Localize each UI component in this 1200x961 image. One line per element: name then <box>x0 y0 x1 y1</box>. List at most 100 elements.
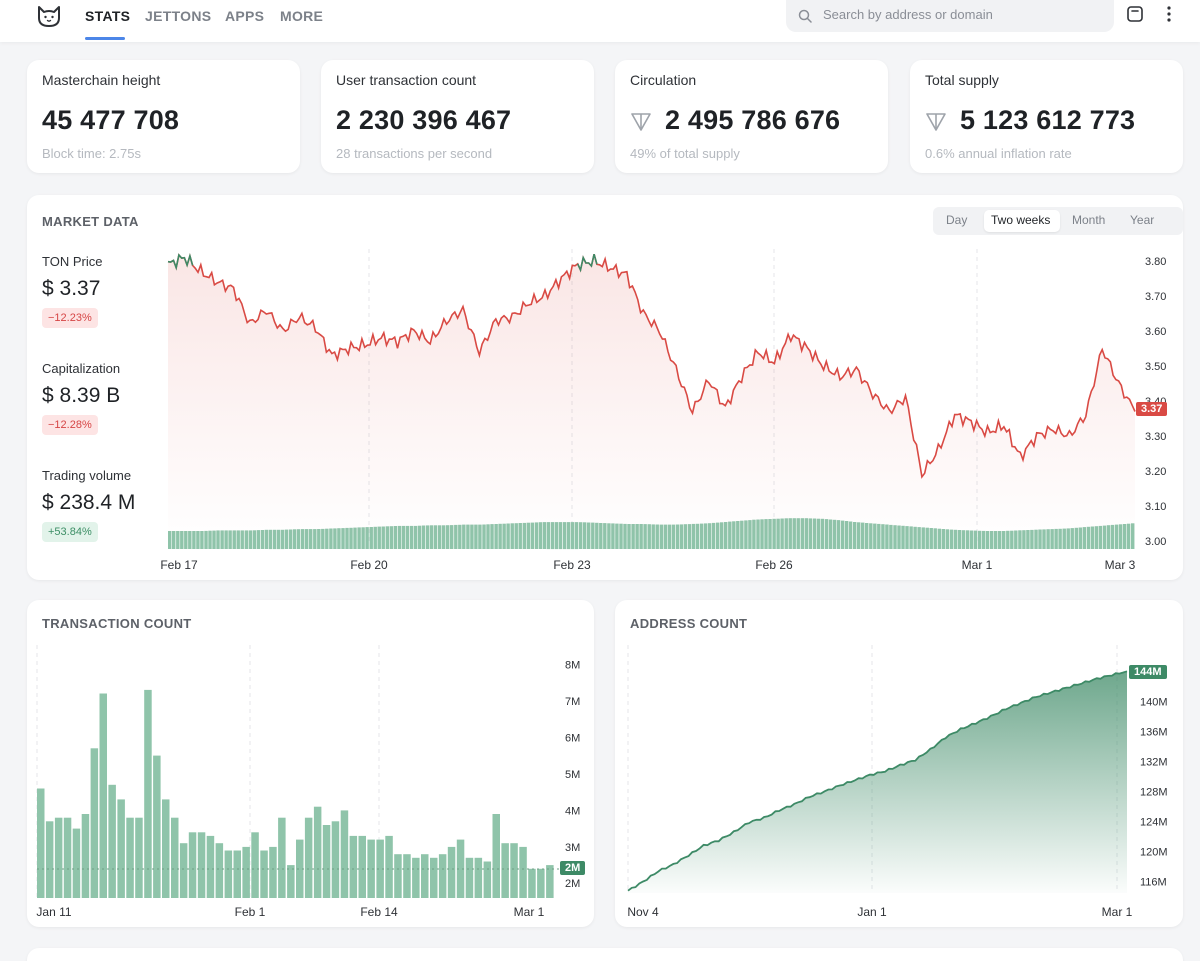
section-title: TRANSACTION COUNT <box>42 616 192 631</box>
y-tick-label: 116M <box>1140 877 1167 889</box>
transaction-bar <box>117 799 125 898</box>
transaction-bar <box>447 846 456 898</box>
y-tick-label: 3.00 <box>1145 536 1166 548</box>
transaction-bar <box>465 857 474 898</box>
transaction-count-card: TRANSACTION COUNT Jan 11 Feb 1 Feb 14 Mar 1… <box>27 600 594 927</box>
x-tick-label: Feb 20 <box>350 558 388 572</box>
address-count-chart[interactable]: Nov 4 Jan 1 Mar 1 140M 136M 132M 128M 124M 120M 1… <box>615 600 1183 927</box>
transaction-bar <box>188 832 197 898</box>
theme-toggle-icon[interactable] <box>1126 5 1144 23</box>
y-tick-label: 140M <box>1140 696 1168 708</box>
transaction-bar <box>546 865 554 898</box>
tab-two-weeks[interactable]: Two weeks <box>991 213 1051 227</box>
transaction-bar <box>501 843 509 898</box>
active-nav-indicator <box>85 37 125 40</box>
transaction-bar <box>260 850 268 898</box>
transaction-bar <box>233 850 241 898</box>
search-placeholder: Search by address or domain <box>823 7 993 22</box>
stat-sub: 28 transactions per second <box>336 146 493 161</box>
y-tick-label: 4M <box>565 805 580 817</box>
stat-card-masterchain-height: Masterchain height 45 477 708 Block time… <box>27 60 300 173</box>
stat-label: User transaction count <box>336 72 477 88</box>
market-data-card: MARKET DATA Day Two weeks Month Year TON… <box>27 195 1183 580</box>
stat-value: 2 495 786 676 <box>665 105 841 135</box>
transaction-bar <box>394 854 402 898</box>
nav-jettons[interactable]: JETTONS <box>145 8 212 24</box>
nav-more[interactable]: MORE <box>280 8 324 24</box>
transaction-bar <box>37 788 45 898</box>
transaction-bar <box>519 846 527 898</box>
transaction-bar <box>206 835 215 898</box>
price-chart[interactable]: Feb 17 Feb 20 Feb 23 Feb 26 Mar 1 Mar 3 3.80 3.… <box>27 195 1183 580</box>
nav-apps[interactable]: APPS <box>225 8 265 24</box>
transaction-bar <box>349 835 358 898</box>
active-tab-background <box>984 210 1060 232</box>
address-area <box>628 671 1127 893</box>
price-area <box>168 254 1135 545</box>
y-tick-label: 3.20 <box>1145 466 1166 478</box>
address-count-card: ADDRESS COUNT Nov 4 Jan 1 Mar 1 140M 136M 132… <box>615 600 1183 927</box>
transaction-bar <box>331 821 340 898</box>
trading-volume-value: $ 238.4 M <box>42 491 136 514</box>
tab-day[interactable]: Day <box>946 213 968 227</box>
y-tick-label: 3.70 <box>1145 291 1166 303</box>
capitalization-label: Capitalization <box>42 361 121 376</box>
x-tick-label: Feb 17 <box>160 558 198 572</box>
transaction-bar <box>367 839 375 898</box>
stat-card-circulation: Circulation 2 495 786 676 49% of total s… <box>615 60 888 173</box>
y-tick-label: 3.30 <box>1145 431 1166 443</box>
tab-year[interactable]: Year <box>1130 213 1155 227</box>
transaction-bar <box>492 814 500 898</box>
transaction-bar <box>385 835 393 898</box>
tab-month[interactable]: Month <box>1072 213 1106 227</box>
x-tick-label: Feb 14 <box>360 905 398 919</box>
transaction-bar <box>179 843 188 898</box>
price-line-up <box>167 253 194 271</box>
stat-sub: Block time: 2.75s <box>42 146 141 161</box>
ton-icon <box>926 113 946 131</box>
transaction-bar <box>153 755 161 898</box>
trading-volume-label: Trading volume <box>42 468 132 483</box>
y-tick-label: 136M <box>1140 726 1168 738</box>
stat-value: 5 123 612 773 <box>960 105 1136 135</box>
x-tick-label: Feb 1 <box>235 905 266 919</box>
transaction-bar <box>135 817 143 898</box>
y-tick-label: 3.50 <box>1145 361 1166 373</box>
section-title: ADDRESS COUNT <box>630 616 748 631</box>
transaction-bar <box>171 817 179 898</box>
y-tick-label: 120M <box>1140 847 1168 859</box>
transaction-bar <box>510 843 518 898</box>
logo-cat-icon[interactable] <box>36 3 62 29</box>
transaction-bar <box>251 832 259 898</box>
x-tick-label: Jan 11 <box>36 905 71 919</box>
price-label: TON Price <box>42 254 103 269</box>
transaction-bar <box>269 846 277 898</box>
transaction-bar <box>99 693 107 898</box>
address-line <box>627 670 1128 892</box>
transaction-bar <box>528 868 536 898</box>
price-change-badge: −12.23% <box>42 308 98 328</box>
current-value-tag: 144M <box>1129 665 1167 679</box>
transaction-bar <box>72 828 81 898</box>
price-value: $ 3.37 <box>42 277 101 300</box>
transaction-bar <box>376 839 384 898</box>
transaction-count-chart[interactable]: Jan 11 Feb 1 Feb 14 Mar 1 8M 7M 6M 5M 4M 3M 2M <box>27 600 594 927</box>
transaction-bar <box>456 839 465 898</box>
transaction-bar <box>126 817 134 898</box>
transaction-bar <box>483 861 492 898</box>
nav-stats[interactable]: STATS <box>85 8 131 24</box>
top-navigation-bar: STATS JETTONS APPS MORE Search by addres… <box>0 0 1200 42</box>
stat-value: 45 477 708 <box>42 105 180 135</box>
y-tick-label: 3M <box>565 842 580 854</box>
x-tick-label: Feb 26 <box>755 558 793 572</box>
more-vertical-icon[interactable] <box>1160 5 1178 23</box>
transaction-bar <box>313 806 322 898</box>
y-tick-label: 7M <box>565 696 580 708</box>
transaction-bar <box>358 835 366 898</box>
y-tick-label: 6M <box>565 732 580 744</box>
stat-label: Masterchain height <box>42 72 161 88</box>
y-tick-label: 3.60 <box>1145 326 1166 338</box>
x-tick-label: Mar 1 <box>514 905 545 919</box>
search-input[interactable]: Search by address or domain <box>786 0 1114 32</box>
stat-sub: 49% of total supply <box>630 146 740 161</box>
